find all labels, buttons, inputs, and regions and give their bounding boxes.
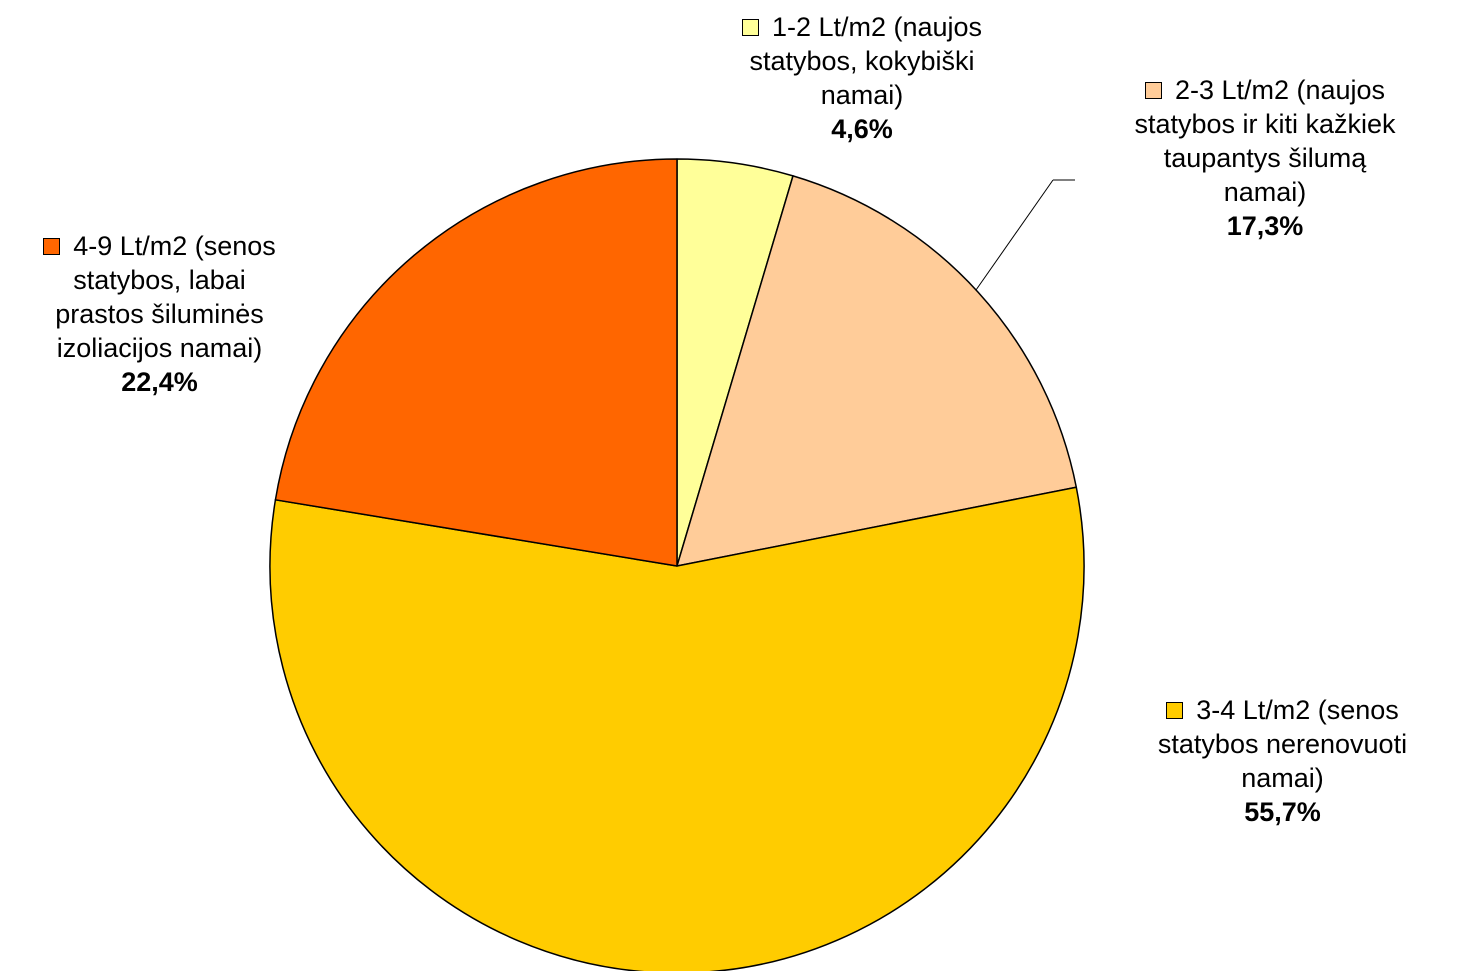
pie-slice-4 <box>274 158 678 567</box>
label-line: namai) <box>1223 177 1307 207</box>
label-line: prastos šiluminės <box>55 299 264 329</box>
value-label-slice-1: 4,6% <box>831 114 893 144</box>
label-line: namai) <box>1241 763 1324 793</box>
pie-slices <box>269 158 1085 971</box>
value-label-slice-2: 17,3% <box>1226 211 1304 241</box>
value-label-slice-3: 55,7% <box>1244 797 1321 827</box>
data-label-slice-2: 2-3 Lt/m2 (naujos statybos ir kiti kažki… <box>1080 73 1450 243</box>
label-line: 4-9 Lt/m2 (senos <box>73 231 276 261</box>
pie-slice-3 <box>269 486 1085 971</box>
pie-slice-2 <box>676 175 1078 567</box>
data-label-slice-4: 4-9 Lt/m2 (senos statybos, labai prastos… <box>2 229 317 399</box>
legend-swatch-slice-4 <box>43 238 61 255</box>
value-label-slice-4: 22,4% <box>121 367 198 397</box>
label-line: 3-4 Lt/m2 (senos <box>1196 695 1399 725</box>
label-line: taupantys šilumą <box>1163 143 1367 173</box>
label-line: statybos ir kiti kažkiek <box>1134 109 1396 139</box>
label-line: namai) <box>820 80 904 110</box>
label-line: 2-3 Lt/m2 (naujos <box>1174 75 1386 105</box>
legend-swatch-slice-2 <box>1144 82 1162 99</box>
label-line: statybos nerenovuoti <box>1157 729 1408 759</box>
label-line: statybos, kokybiški <box>749 46 975 76</box>
label-line: statybos, labai <box>73 265 246 295</box>
legend-swatch-slice-1 <box>741 19 759 36</box>
label-line: 1-2 Lt/m2 (naujos <box>771 12 983 42</box>
data-label-slice-3: 3-4 Lt/m2 (senos statybos nerenovuoti na… <box>1110 693 1455 829</box>
data-label-slice-1: 1-2 Lt/m2 (naujos statybos, kokybiški na… <box>702 10 1022 146</box>
leader-line-slice-2 <box>975 179 1054 291</box>
legend-swatch-slice-3 <box>1166 702 1184 719</box>
label-line: izoliacijos namai) <box>56 333 263 363</box>
